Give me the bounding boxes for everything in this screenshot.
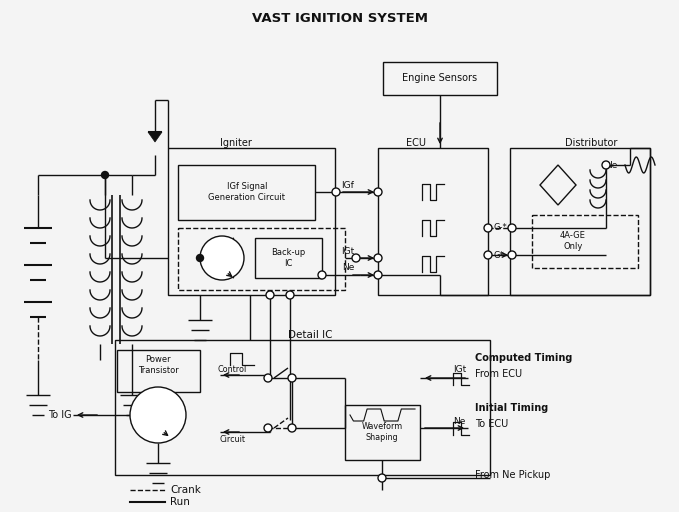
Text: To ECU: To ECU: [475, 419, 509, 429]
Text: Detail IC: Detail IC: [288, 330, 332, 340]
Text: Engine Sensors: Engine Sensors: [403, 73, 477, 83]
Text: 4A-GE
Only: 4A-GE Only: [560, 231, 586, 251]
Circle shape: [288, 374, 296, 382]
Text: IGf: IGf: [342, 181, 354, 189]
Text: IGt: IGt: [453, 366, 466, 374]
Text: Igniter: Igniter: [220, 138, 252, 148]
Bar: [178, 165, 315, 220]
Circle shape: [101, 172, 109, 179]
Bar: [510, 148, 650, 295]
Text: G*: G*: [493, 250, 504, 260]
Text: Initial Timing: Initial Timing: [475, 403, 548, 413]
Text: Waveform
Shaping: Waveform Shaping: [361, 422, 403, 442]
Circle shape: [264, 374, 272, 382]
Bar: [178, 228, 345, 290]
Text: Ne: Ne: [604, 160, 617, 169]
Bar: [532, 215, 638, 268]
Text: To IG: To IG: [48, 410, 72, 420]
Text: IGf Signal
Generation Circuit: IGf Signal Generation Circuit: [208, 182, 285, 202]
Circle shape: [508, 224, 516, 232]
Text: Computed Timing: Computed Timing: [475, 353, 572, 363]
Text: Ne: Ne: [453, 417, 465, 426]
Bar: [345, 405, 420, 460]
Circle shape: [374, 271, 382, 279]
Circle shape: [200, 236, 244, 280]
Text: Distributor: Distributor: [565, 138, 617, 148]
Text: Back-up
IC: Back-up IC: [271, 248, 305, 268]
Text: IGt: IGt: [342, 246, 354, 255]
Text: G-*: G-*: [493, 224, 507, 232]
Text: Control: Control: [217, 366, 246, 374]
Circle shape: [508, 251, 516, 259]
Circle shape: [484, 251, 492, 259]
Circle shape: [130, 387, 186, 443]
Polygon shape: [148, 132, 162, 142]
Text: Power
Transistor: Power Transistor: [138, 355, 179, 375]
Circle shape: [352, 254, 360, 262]
Bar: [255, 238, 322, 278]
Circle shape: [318, 271, 326, 279]
Text: From Ne Pickup: From Ne Pickup: [475, 470, 551, 480]
Text: VAST IGNITION SYSTEM: VAST IGNITION SYSTEM: [252, 11, 428, 25]
Bar: [383, 62, 497, 95]
Circle shape: [484, 224, 492, 232]
Circle shape: [266, 291, 274, 299]
Circle shape: [332, 188, 340, 196]
Text: Ne: Ne: [342, 264, 354, 272]
Circle shape: [288, 424, 296, 432]
Circle shape: [264, 424, 272, 432]
Text: Crank: Crank: [170, 485, 201, 495]
Circle shape: [196, 254, 204, 262]
Text: Circuit: Circuit: [219, 436, 245, 444]
Circle shape: [602, 161, 610, 169]
Text: ECU: ECU: [406, 138, 426, 148]
Bar: [378, 148, 488, 295]
Circle shape: [374, 188, 382, 196]
Circle shape: [378, 474, 386, 482]
Bar: [117, 350, 200, 392]
Bar: [115, 340, 490, 475]
Circle shape: [286, 291, 294, 299]
Bar: [168, 148, 335, 295]
Circle shape: [374, 254, 382, 262]
Text: Run: Run: [170, 497, 190, 507]
Text: From ECU: From ECU: [475, 369, 522, 379]
